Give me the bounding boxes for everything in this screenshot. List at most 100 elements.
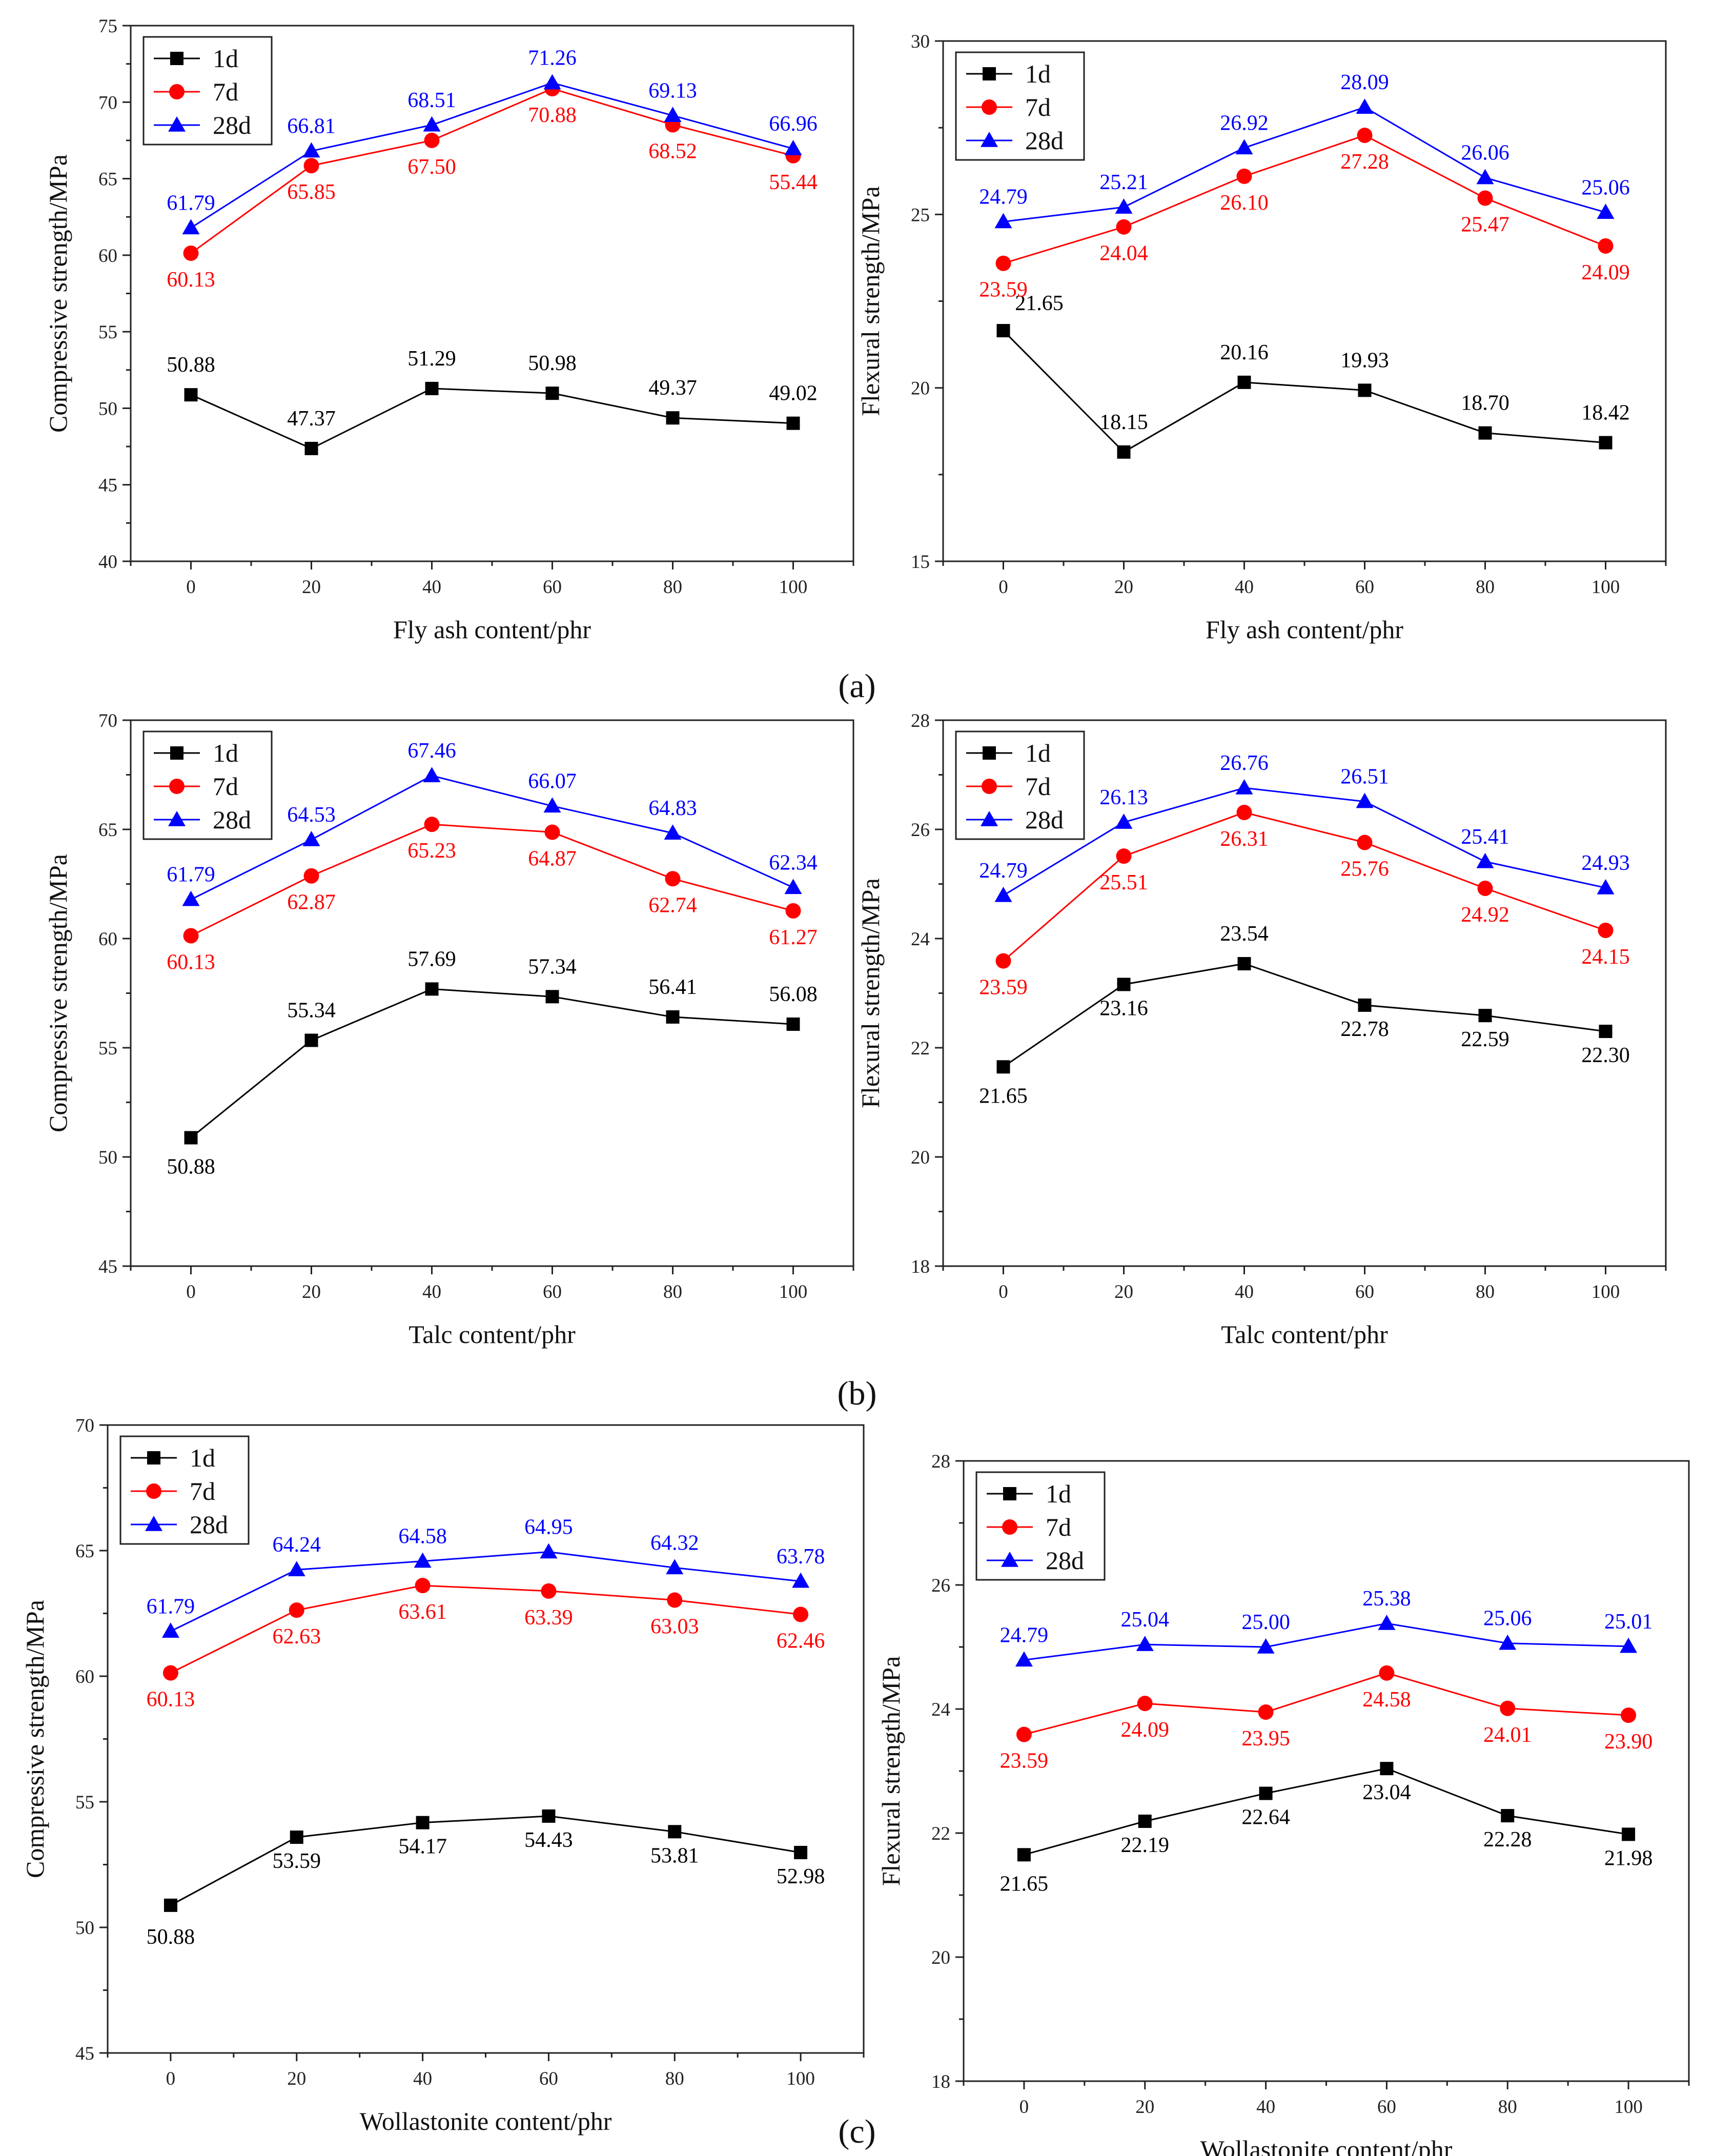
- data-point-1d: [1599, 1025, 1613, 1039]
- data-point-1d: [786, 416, 800, 430]
- data-point-7d: [162, 1665, 178, 1681]
- legend-marker-7d: [169, 84, 185, 99]
- data-label-7d: 24.04: [1099, 242, 1148, 266]
- data-point-28d: [1115, 198, 1133, 214]
- data-label-28d: 25.06: [1483, 1607, 1532, 1631]
- series-line-1d: [170, 1815, 801, 1906]
- data-label-7d: 23.90: [1604, 1730, 1653, 1754]
- data-label-1d: 22.59: [1461, 1028, 1509, 1051]
- data-point-1d: [1017, 1848, 1031, 1862]
- y-axis-title: Flexural strength/MPa: [876, 1656, 905, 1886]
- data-label-1d: 18.42: [1581, 401, 1630, 425]
- legend-marker-7d: [169, 779, 185, 794]
- data-label-28d: 61.79: [167, 191, 215, 215]
- data-label-1d: 56.08: [769, 983, 818, 1006]
- data-label-7d: 65.23: [407, 839, 456, 863]
- chart-4: 45 50 55 60 65 70 0 20 40 60 80 100 Wollastonite con…: [21, 1415, 865, 2135]
- x-axis-title: Fly ash content/phr: [393, 615, 591, 644]
- x-tick-label: 60: [543, 577, 562, 598]
- data-point-28d: [1235, 139, 1253, 155]
- x-tick-label: 60: [543, 1282, 562, 1303]
- data-point-1d: [164, 1898, 177, 1912]
- data-label-28d: 62.34: [769, 851, 818, 874]
- data-label-1d: 21.65: [1015, 292, 1064, 315]
- data-point-7d: [1357, 128, 1373, 144]
- y-tick-label: 55: [98, 322, 117, 343]
- data-label-1d: 22.64: [1241, 1806, 1290, 1829]
- data-label-1d: 50.98: [528, 352, 577, 375]
- y-tick-label: 75: [98, 16, 117, 37]
- data-point-1d: [290, 1830, 303, 1844]
- data-point-7d: [995, 953, 1011, 969]
- x-tick-label: 20: [302, 1282, 321, 1303]
- x-tick-label: 0: [998, 1282, 1008, 1303]
- panel-caption-a: (a): [838, 667, 875, 705]
- series-line-7d: [1003, 134, 1606, 265]
- data-point-1d: [1380, 1762, 1394, 1776]
- data-label-7d: 62.87: [287, 891, 336, 914]
- legend-label-28d: 28d: [1025, 126, 1064, 155]
- data-label-1d: 53.81: [650, 1844, 699, 1867]
- series-line-1d: [1024, 1767, 1629, 1856]
- x-tick-label: 40: [413, 2068, 432, 2089]
- data-point-1d: [996, 1060, 1010, 1074]
- data-label-28d: 61.79: [167, 863, 215, 887]
- y-tick-label: 70: [75, 1415, 94, 1436]
- data-point-7d: [544, 824, 560, 840]
- data-point-7d: [1477, 881, 1493, 897]
- data-point-28d: [423, 767, 441, 782]
- legend-marker-7d: [982, 779, 997, 794]
- data-label-7d: 63.39: [524, 1606, 573, 1630]
- data-point-1d: [668, 1825, 682, 1839]
- data-point-7d: [303, 868, 319, 884]
- data-label-7d: 24.58: [1362, 1688, 1411, 1712]
- data-point-28d: [1499, 1634, 1517, 1650]
- x-axis-title: Talc content/phr: [1221, 1320, 1388, 1349]
- data-point-28d: [288, 1561, 305, 1576]
- data-label-28d: 25.00: [1241, 1611, 1290, 1634]
- data-point-28d: [1378, 1615, 1396, 1630]
- y-tick-label: 24: [931, 1699, 950, 1720]
- data-point-7d: [1379, 1665, 1395, 1681]
- y-tick-label: 20: [911, 1147, 930, 1168]
- data-label-7d: 23.59: [979, 278, 1028, 302]
- legend-label-1d: 1d: [1025, 739, 1051, 767]
- y-tick-label: 65: [98, 169, 117, 190]
- x-tick-label: 80: [663, 1282, 682, 1303]
- data-label-1d: 50.88: [167, 1155, 215, 1179]
- legend-label-28d: 28d: [213, 111, 251, 139]
- y-tick-label: 28: [931, 1451, 950, 1472]
- data-label-7d: 63.03: [650, 1615, 699, 1639]
- data-point-7d: [1621, 1707, 1637, 1723]
- data-point-1d: [184, 388, 198, 402]
- data-label-28d: 28.09: [1340, 71, 1389, 94]
- y-tick-label: 65: [75, 1541, 94, 1562]
- data-point-7d: [1236, 804, 1252, 820]
- x-tick-label: 80: [665, 2068, 684, 2089]
- data-point-7d: [667, 1592, 683, 1608]
- data-label-1d: 21.65: [979, 1084, 1028, 1108]
- chart-3: 18 20 22 24 26 28 0 20 40 60 80 100 Talc content/phr…: [856, 710, 1667, 1349]
- data-label-7d: 62.46: [777, 1629, 825, 1653]
- y-axis-title: Flexural strength/MPa: [856, 878, 885, 1108]
- panel-caption-c: (c): [838, 2113, 875, 2150]
- x-tick-label: 40: [1256, 2097, 1275, 2118]
- data-label-7d: 64.87: [528, 847, 577, 871]
- legend-label-1d: 1d: [1025, 59, 1051, 88]
- data-label-1d: 21.65: [1000, 1872, 1049, 1896]
- legend-label-28d: 28d: [1025, 805, 1064, 834]
- y-tick-label: 22: [931, 1823, 950, 1844]
- data-point-7d: [424, 132, 440, 148]
- legend-marker-28d: [168, 811, 186, 826]
- data-point-1d: [794, 1845, 808, 1859]
- x-tick-label: 80: [663, 577, 682, 598]
- x-tick-label: 80: [1476, 577, 1495, 598]
- data-point-28d: [1257, 1638, 1275, 1654]
- series-line-28d: [190, 775, 794, 901]
- series-line-28d: [190, 82, 793, 229]
- legend-label-1d: 1d: [213, 44, 238, 73]
- data-label-1d: 18.15: [1099, 411, 1148, 434]
- legend-label-28d: 28d: [213, 805, 251, 834]
- y-tick-label: 50: [75, 1918, 94, 1939]
- legend-label-7d: 7d: [213, 77, 238, 106]
